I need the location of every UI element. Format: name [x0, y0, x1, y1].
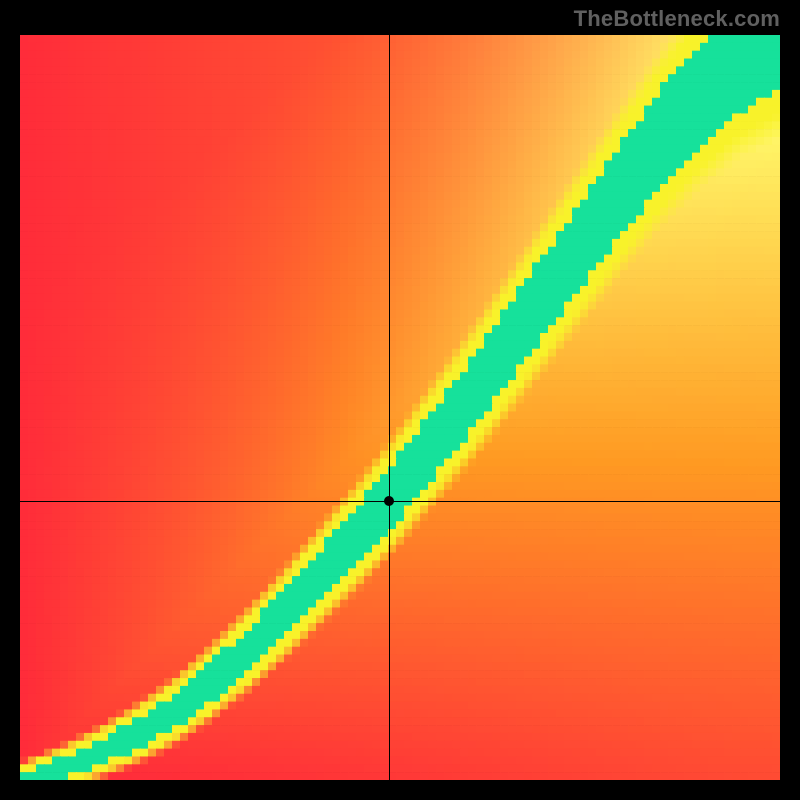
marker-point: [384, 496, 394, 506]
heatmap-canvas: [20, 35, 780, 780]
chart-container: TheBottleneck.com: [0, 0, 800, 800]
crosshair-horizontal: [20, 501, 780, 502]
plot-area: [20, 35, 780, 780]
watermark-text: TheBottleneck.com: [574, 6, 780, 32]
crosshair-vertical: [389, 35, 390, 780]
